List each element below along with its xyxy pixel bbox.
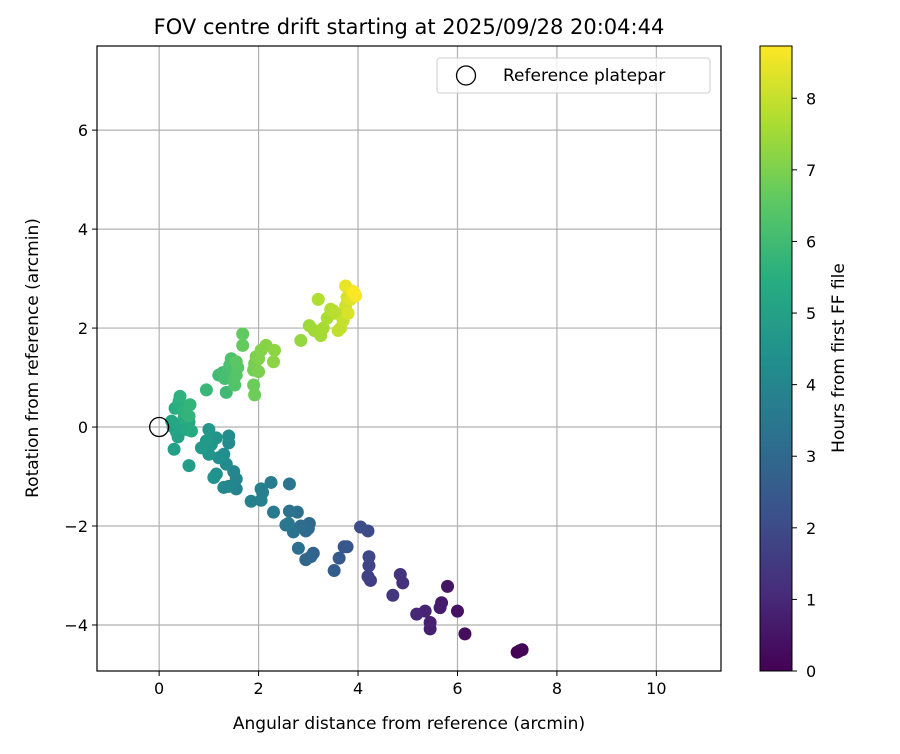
- y-tick-label: −2: [64, 517, 88, 536]
- legend: Reference platepar: [436, 57, 711, 94]
- data-point: [254, 482, 268, 496]
- data-point: [450, 604, 464, 618]
- colorbar-gradient: [759, 45, 793, 672]
- colorbar-label: Hours from first FF file: [829, 263, 849, 453]
- data-point: [294, 333, 308, 347]
- data-point: [291, 541, 305, 555]
- grid: [97, 46, 721, 671]
- legend-label: Reference platepar: [503, 66, 665, 86]
- colorbar: 0 1 2 3 4 5 6 7 8 Hours from first FF file: [759, 45, 849, 681]
- data-point: [252, 365, 266, 379]
- data-point: [299, 553, 313, 567]
- y-tick-label: −4: [64, 616, 88, 635]
- reference-platepar-marker: [149, 416, 170, 438]
- y-axis-label: Rotation from reference (arcmin): [23, 218, 43, 498]
- data-point: [173, 389, 187, 403]
- x-tick-label: 0: [154, 679, 164, 698]
- data-point: [267, 355, 281, 369]
- data-point: [202, 423, 216, 437]
- data-point: [362, 559, 376, 573]
- data-point: [207, 471, 221, 485]
- data-point: [222, 429, 236, 443]
- data-point: [337, 540, 351, 554]
- reference-marker: [149, 416, 170, 438]
- y-tick-label: 0: [78, 418, 88, 437]
- data-point: [229, 355, 243, 369]
- x-tick-label: 8: [552, 679, 562, 698]
- plot-frame: [96, 45, 722, 672]
- data-point: [248, 388, 262, 402]
- data-point: [212, 451, 226, 465]
- colorbar-ticks: 0 1 2 3 4 5 6 7 8: [792, 89, 816, 681]
- y-axis-ticks: −4 −2 0 2 4 6: [64, 121, 97, 635]
- x-tick-label: 10: [646, 679, 666, 698]
- data-point: [386, 588, 400, 602]
- data-point: [244, 494, 258, 508]
- x-tick-label: 4: [353, 679, 363, 698]
- plot-background: [97, 46, 721, 671]
- data-point: [341, 306, 355, 320]
- x-axis-ticks: 0 2 4 6 8 10: [154, 671, 667, 698]
- data-point: [362, 550, 376, 564]
- colorbar-tick-label: 3: [806, 447, 816, 466]
- x-axis-label: Angular distance from reference (arcmin): [233, 714, 585, 734]
- data-point: [311, 292, 325, 306]
- data-point: [194, 441, 208, 455]
- colorbar-tick-label: 1: [806, 590, 816, 609]
- legend-reference-marker: [455, 65, 477, 86]
- data-point: [217, 480, 231, 494]
- data-point: [182, 409, 196, 423]
- data-point: [410, 607, 424, 621]
- data-point: [268, 343, 282, 357]
- y-tick-label: 6: [78, 121, 88, 140]
- data-point: [282, 504, 296, 518]
- scatter-points: [165, 279, 529, 659]
- chart-title: FOV centre drift starting at 2025/09/28 …: [154, 15, 665, 39]
- data-point: [332, 551, 346, 565]
- data-point: [183, 398, 197, 412]
- colorbar-tick-label: 7: [806, 161, 816, 180]
- data-point: [282, 477, 296, 491]
- legend-box: [436, 57, 711, 94]
- colorbar-tick-label: 4: [806, 376, 816, 395]
- data-point: [219, 385, 233, 399]
- data-point: [228, 378, 242, 392]
- data-point: [423, 616, 437, 630]
- data-point: [182, 459, 196, 473]
- data-point: [247, 378, 261, 392]
- y-tick-label: 4: [78, 220, 88, 239]
- x-tick-label: 2: [253, 679, 263, 698]
- data-point: [458, 627, 472, 641]
- data-point: [441, 579, 455, 593]
- x-tick-label: 6: [452, 679, 462, 698]
- data-point: [236, 327, 250, 341]
- colorbar-tick-label: 8: [806, 89, 816, 108]
- colorbar-tick-label: 6: [806, 232, 816, 251]
- data-point: [281, 517, 295, 531]
- data-point: [254, 493, 268, 507]
- data-point: [354, 520, 368, 534]
- colorbar-tick-label: 5: [806, 304, 816, 323]
- data-point: [513, 644, 527, 658]
- data-point: [264, 475, 278, 489]
- data-point: [327, 564, 341, 578]
- data-point: [199, 383, 213, 397]
- y-tick-label: 2: [78, 319, 88, 338]
- data-point: [236, 338, 250, 352]
- data-point: [267, 505, 281, 519]
- colorbar-tick-label: 2: [806, 519, 816, 538]
- data-point: [184, 424, 198, 438]
- data-point: [361, 569, 375, 583]
- data-point: [347, 285, 361, 299]
- data-point: [167, 442, 181, 456]
- data-point: [433, 601, 447, 615]
- data-point: [316, 321, 330, 335]
- colorbar-tick-label: 0: [806, 662, 816, 681]
- data-point: [393, 568, 407, 582]
